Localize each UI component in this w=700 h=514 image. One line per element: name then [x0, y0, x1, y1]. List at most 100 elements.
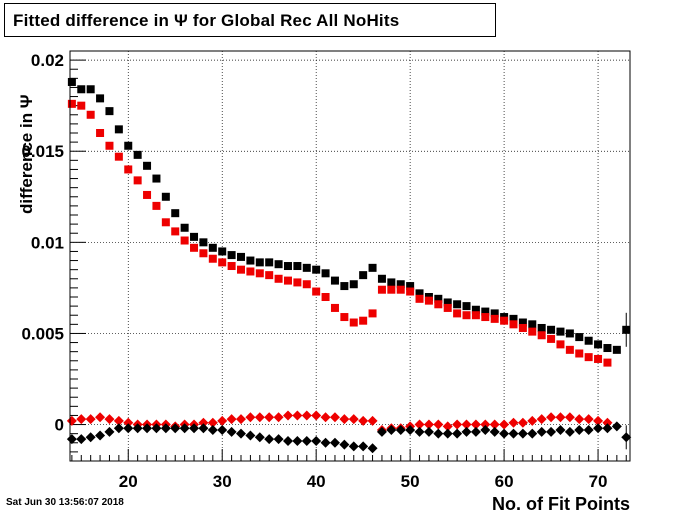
data-point-square	[518, 323, 527, 332]
data-point-square	[227, 262, 236, 271]
axis-tick-labels: 20 30 40 50 60 70 0 0.005 0.01 0.015 0.02	[21, 51, 607, 491]
data-point-diamond	[423, 419, 434, 430]
data-point-diamond	[292, 410, 303, 421]
data-point-diamond	[151, 423, 162, 434]
data-point-square	[312, 265, 321, 274]
data-point-square	[218, 247, 227, 256]
data-point-diamond	[611, 421, 622, 432]
data-point-diamond	[245, 412, 256, 423]
data-point-diamond	[461, 419, 472, 430]
data-point-square	[490, 309, 499, 318]
data-point-square	[603, 344, 612, 353]
data-point-diamond	[452, 428, 463, 439]
data-point-square	[594, 340, 603, 349]
data-point-diamond	[442, 428, 453, 439]
data-point-diamond	[489, 419, 500, 430]
data-point-square	[537, 331, 546, 340]
chart-title: Fitted difference in Ψ for Global Rec Al…	[13, 11, 400, 30]
data-point-square	[274, 260, 283, 269]
data-point-diamond	[564, 426, 575, 437]
data-point-square	[537, 323, 546, 332]
data-point-diamond	[602, 423, 613, 434]
data-point-diamond	[593, 415, 604, 426]
data-point-diamond	[311, 410, 322, 421]
timestamp: Sat Jun 30 13:56:07 2018	[6, 497, 124, 508]
data-point-square	[171, 227, 180, 236]
data-point-diamond	[123, 417, 134, 428]
plot-frame-bg	[70, 51, 630, 461]
data-point-square	[218, 258, 227, 267]
data-point-diamond	[480, 425, 491, 436]
data-point-square	[190, 232, 199, 241]
data-point-diamond	[536, 414, 547, 425]
data-point-square	[321, 269, 330, 278]
data-point-diamond	[273, 412, 284, 423]
data-point-square	[96, 129, 105, 137]
data-point-square	[152, 201, 161, 210]
data-point-square	[462, 311, 471, 320]
data-point-square	[237, 265, 246, 274]
data-point-square	[340, 313, 349, 322]
data-point-square	[274, 274, 283, 283]
data-point-diamond	[348, 414, 359, 425]
data-point-square	[283, 276, 292, 285]
data-point-square	[255, 258, 264, 267]
data-point-square	[293, 262, 302, 271]
data-point-square	[199, 249, 208, 258]
data-point-diamond	[320, 412, 331, 423]
data-point-square	[237, 252, 246, 261]
data-point-square	[424, 296, 433, 305]
data-point-square	[96, 94, 105, 103]
data-point-square	[396, 285, 405, 294]
data-point-diamond	[104, 426, 115, 437]
data-point-square	[161, 192, 170, 201]
x-tick-label: 60	[495, 472, 514, 491]
data-point-square	[584, 353, 593, 362]
data-point-diamond	[395, 425, 406, 436]
y-tick-label: 0	[55, 416, 64, 435]
data-point-square	[528, 327, 537, 336]
data-point-square	[321, 293, 330, 301]
data-point-diamond	[273, 434, 284, 445]
data-point-square	[481, 307, 490, 316]
y-axis-label: difference in Ψ	[17, 94, 36, 214]
data-point-square	[67, 77, 76, 86]
data-point-diamond	[254, 412, 265, 423]
data-point-diamond	[555, 412, 566, 423]
data-point-square	[434, 294, 443, 303]
data-point-square	[453, 300, 462, 309]
data-point-diamond	[499, 428, 510, 439]
data-point-diamond	[123, 423, 134, 434]
data-point-diamond	[470, 426, 481, 437]
data-point-diamond	[160, 423, 171, 434]
data-point-diamond	[508, 428, 519, 439]
data-point-square	[359, 271, 368, 280]
data-point-square	[368, 309, 377, 318]
data-point-square	[293, 278, 302, 287]
data-point-square	[255, 269, 264, 278]
y-tick-label: 0.02	[31, 51, 64, 70]
data-point-diamond	[189, 423, 200, 434]
x-axis-label: No. of Fit Points	[492, 494, 630, 514]
data-point-square	[575, 333, 584, 342]
data-point-diamond	[602, 417, 613, 428]
data-point-diamond	[113, 423, 124, 434]
data-point-diamond	[527, 415, 538, 426]
data-point-square	[565, 345, 574, 354]
data-point-square	[349, 280, 358, 289]
data-point-diamond	[555, 425, 566, 436]
data-point-square	[575, 349, 584, 358]
data-point-diamond	[489, 426, 500, 437]
data-point-diamond	[170, 423, 181, 434]
data-point-diamond	[348, 441, 359, 452]
data-point-square	[556, 340, 565, 349]
data-point-diamond	[367, 415, 378, 426]
data-point-square	[443, 298, 452, 307]
data-point-diamond	[264, 434, 275, 445]
data-point-square	[359, 316, 368, 325]
data-point-diamond	[452, 419, 463, 430]
data-point-square	[340, 282, 349, 291]
data-point-diamond	[132, 423, 143, 434]
data-point-diamond	[433, 428, 444, 439]
